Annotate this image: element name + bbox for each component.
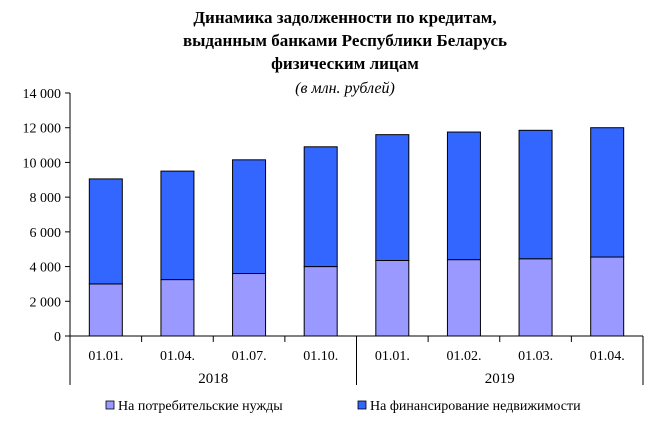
bar-series-1-4 bbox=[375, 134, 410, 261]
x-tick-label-6: 01.03. bbox=[518, 349, 553, 364]
bar-series-0-0 bbox=[88, 283, 123, 337]
bar-series-1-1 bbox=[160, 170, 195, 281]
x-tick-label-5: 01.02. bbox=[446, 349, 481, 364]
y-tick-label-2: 4 000 bbox=[30, 261, 62, 276]
bar-series-1-2 bbox=[232, 159, 267, 275]
bar-series-0-2 bbox=[232, 273, 267, 337]
bar-series-0-3 bbox=[303, 266, 338, 337]
x-axis-labels: 01.01. 01.04. 01.07. 01.10. 01.01. 01.02. 01.0… bbox=[88, 349, 624, 387]
y-tick-label-1: 2 000 bbox=[30, 295, 62, 310]
legend-swatch-0 bbox=[105, 400, 115, 410]
x-tick-label-2: 01.07. bbox=[232, 349, 267, 364]
x-tick-label-3: 01.10. bbox=[303, 349, 338, 364]
chart-title-line-1: Динамика задолженности по кредитам, bbox=[193, 8, 496, 27]
bar-series-0-6 bbox=[518, 258, 553, 337]
axes bbox=[69, 93, 644, 385]
bar-series-0-5 bbox=[446, 259, 481, 337]
bar-series-1-5 bbox=[446, 131, 481, 261]
y-tick-label-6: 12 000 bbox=[23, 122, 62, 137]
bars bbox=[88, 127, 625, 337]
bar-series-1-7 bbox=[590, 127, 625, 258]
x-tick-label-1: 01.04. bbox=[160, 349, 195, 364]
bar-series-0-1 bbox=[160, 279, 195, 337]
bar-series-1-6 bbox=[518, 129, 553, 260]
y-axis-ticks: 0 2 000 4 000 6 000 8 000 10 000 12 000 14 000 bbox=[23, 87, 70, 345]
x-tick-label-7: 01.04. bbox=[590, 349, 625, 364]
chart-title-line-3: физическим лицам bbox=[271, 54, 419, 73]
x-tick-label-4: 01.01. bbox=[375, 349, 410, 364]
legend-label-0: На потребительские нужды bbox=[118, 399, 283, 414]
year-label-0: 2018 bbox=[198, 371, 228, 387]
y-tick-label-7: 14 000 bbox=[23, 87, 62, 102]
y-tick-label-4: 8 000 bbox=[30, 191, 62, 206]
legend: На потребительские нужды На финансировани… bbox=[105, 399, 581, 414]
bar-series-1-0 bbox=[88, 178, 123, 285]
legend-swatch-1 bbox=[357, 400, 367, 410]
x-tick-label-0: 01.01. bbox=[88, 349, 123, 364]
y-tick-label-3: 6 000 bbox=[30, 226, 62, 241]
y-tick-label-5: 10 000 bbox=[23, 156, 62, 171]
bar-series-1-3 bbox=[303, 146, 338, 268]
y-tick-label-0: 0 bbox=[54, 330, 61, 345]
bar-series-0-4 bbox=[375, 259, 410, 337]
chart-title-line-2: выданным банками Республики Беларусь bbox=[183, 31, 507, 50]
bar-series-0-7 bbox=[590, 256, 625, 337]
chart-subtitle: (в млн. рублей) bbox=[295, 80, 395, 97]
legend-label-1: На финансирование недвижимости bbox=[370, 399, 581, 414]
year-label-1: 2019 bbox=[485, 371, 515, 387]
